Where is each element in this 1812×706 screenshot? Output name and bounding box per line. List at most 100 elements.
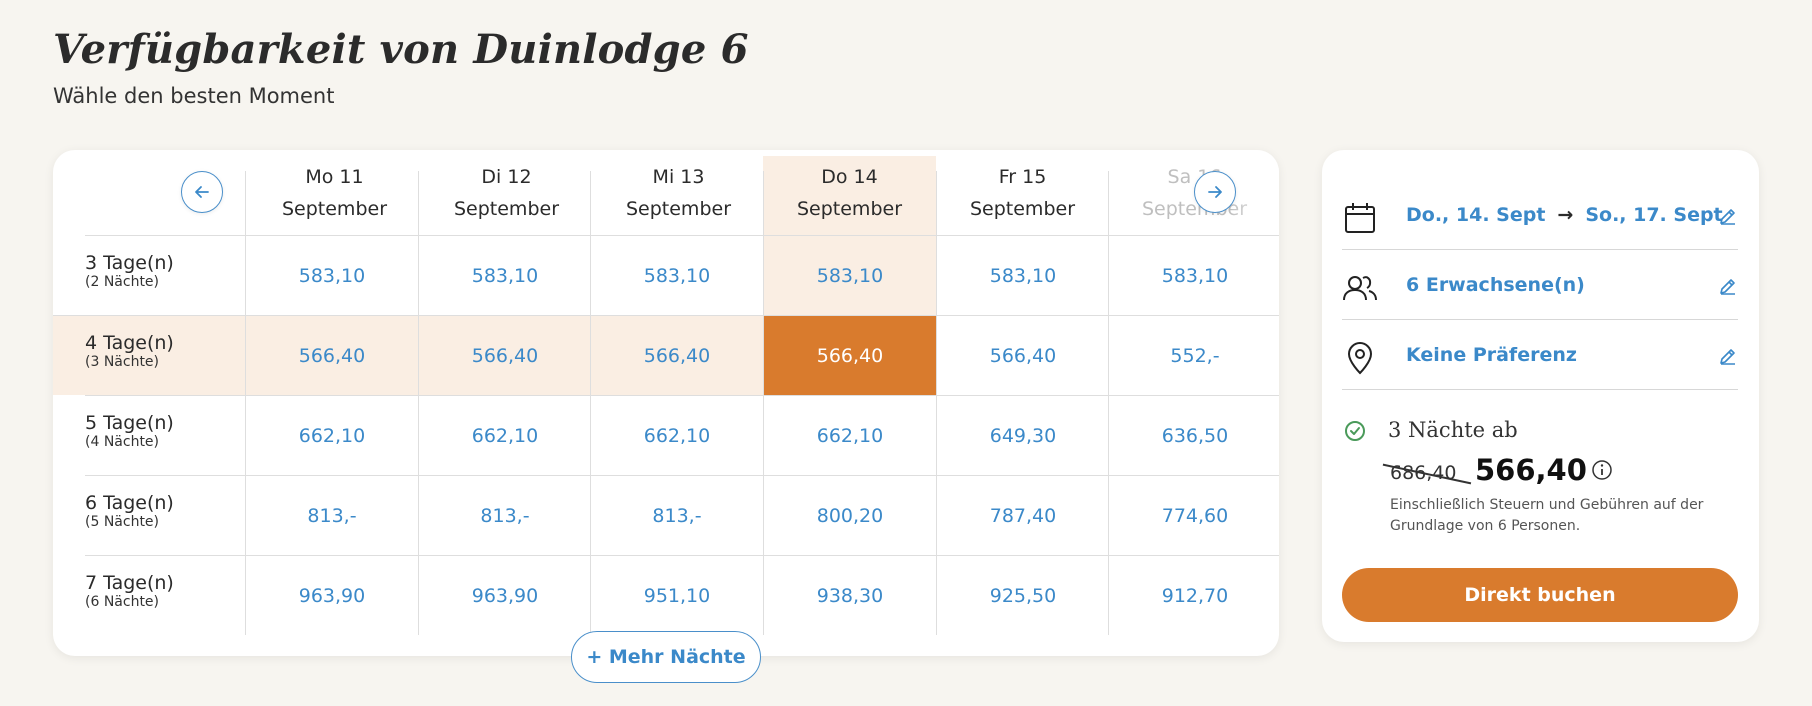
column-divider bbox=[418, 171, 419, 235]
price-cell[interactable]: 649,30 bbox=[936, 396, 1109, 475]
row-days: 6 Tage(n) bbox=[85, 492, 174, 514]
row-days: 7 Tage(n) bbox=[85, 572, 174, 594]
price-cell-selected[interactable]: 566,40 bbox=[763, 316, 936, 395]
price-cell[interactable]: 583,10 bbox=[590, 236, 763, 315]
arrow-right-icon bbox=[1208, 186, 1222, 198]
price-cell[interactable]: 813,- bbox=[245, 476, 418, 555]
column-header-do-14: Do 14 September bbox=[763, 161, 936, 231]
row-nights: (6 Nächte) bbox=[85, 594, 160, 610]
price-cell[interactable]: 662,10 bbox=[590, 396, 763, 475]
column-divider bbox=[763, 171, 764, 235]
current-price: 566,40 bbox=[1475, 453, 1587, 487]
row-nights: (5 Nächte) bbox=[85, 514, 160, 530]
table-row-selected: 4 Tage(n) (3 Nächte) 566,40 566,40 566,4… bbox=[53, 315, 1279, 395]
next-dates-button[interactable] bbox=[1194, 171, 1236, 213]
price-cell[interactable]: 963,90 bbox=[418, 556, 591, 635]
column-day: Di 12 bbox=[481, 166, 532, 188]
column-month: September bbox=[453, 198, 560, 220]
book-now-button[interactable]: Direkt buchen bbox=[1342, 568, 1738, 622]
price-cell[interactable]: 583,10 bbox=[763, 236, 936, 315]
column-month: September bbox=[969, 198, 1076, 220]
scroll-fade bbox=[1229, 150, 1279, 230]
column-day: Mi 13 bbox=[652, 166, 705, 188]
price-cell[interactable]: 912,70 bbox=[1108, 556, 1279, 635]
edit-icon[interactable] bbox=[1718, 206, 1738, 226]
price-cell[interactable]: 813,- bbox=[590, 476, 763, 555]
date-from: Do., 14. Sept bbox=[1406, 204, 1546, 226]
arrow-left-icon bbox=[195, 186, 209, 198]
price-cell[interactable]: 951,10 bbox=[590, 556, 763, 635]
location-value[interactable]: Keine Präferenz bbox=[1406, 344, 1577, 366]
column-header-fr-15: Fr 15 September bbox=[936, 161, 1109, 231]
price-cell[interactable]: 662,10 bbox=[763, 396, 936, 475]
column-header-mo-11: Mo 11 September bbox=[248, 161, 421, 231]
price-cell[interactable]: 938,30 bbox=[763, 556, 936, 635]
price-cell[interactable]: 662,10 bbox=[418, 396, 591, 475]
price-cell[interactable]: 583,10 bbox=[245, 236, 418, 315]
price-cell[interactable]: 636,50 bbox=[1108, 396, 1279, 475]
old-price: 686,40 bbox=[1390, 462, 1457, 484]
row-nights: (4 Nächte) bbox=[85, 434, 160, 450]
price-cell[interactable]: 552,- bbox=[1108, 316, 1279, 395]
price-cell[interactable]: 800,20 bbox=[763, 476, 936, 555]
column-month: September bbox=[625, 198, 732, 220]
column-day: Do 14 bbox=[821, 166, 878, 188]
column-day: Fr 15 bbox=[998, 166, 1047, 188]
price-cell[interactable]: 583,10 bbox=[936, 236, 1109, 315]
column-month: September bbox=[281, 198, 388, 220]
price-grid: Mo 11 September Di 12 September Mi 13 Se… bbox=[53, 150, 1279, 635]
price-cell[interactable]: 925,50 bbox=[936, 556, 1109, 635]
date-range[interactable]: Do., 14. Sept → So., 17. Sept bbox=[1406, 180, 1723, 250]
price-cell[interactable]: 963,90 bbox=[245, 556, 418, 635]
column-divider bbox=[590, 171, 591, 235]
guests-row: 6 Erwachsene(n) bbox=[1342, 250, 1738, 320]
price-cell[interactable]: 583,10 bbox=[1108, 236, 1279, 315]
page-subtitle: Wähle den besten Moment bbox=[53, 84, 335, 108]
column-divider bbox=[936, 171, 937, 235]
price-cell[interactable]: 583,10 bbox=[418, 236, 591, 315]
users-icon bbox=[1343, 276, 1377, 301]
location-row: Keine Präferenz bbox=[1342, 320, 1738, 390]
row-nights: (3 Nächte) bbox=[85, 354, 160, 370]
nights-label: 3 Nächte ab bbox=[1388, 418, 1518, 442]
row-nights: (2 Nächte) bbox=[85, 274, 160, 290]
column-header-mi-13: Mi 13 September bbox=[592, 161, 765, 231]
more-nights-button[interactable]: + Mehr Nächte bbox=[571, 631, 761, 683]
check-circle-icon bbox=[1345, 421, 1365, 441]
availability-calendar: Mo 11 September Di 12 September Mi 13 Se… bbox=[53, 150, 1279, 656]
edit-icon[interactable] bbox=[1718, 346, 1738, 366]
date-range-row: Do., 14. Sept → So., 17. Sept bbox=[1342, 180, 1738, 250]
row-days: 3 Tage(n) bbox=[85, 252, 174, 274]
guests-value[interactable]: 6 Erwachsene(n) bbox=[1406, 274, 1585, 296]
edit-icon[interactable] bbox=[1718, 276, 1738, 296]
price-cell[interactable]: 787,40 bbox=[936, 476, 1109, 555]
arrow-right-icon: → bbox=[1557, 204, 1574, 226]
page-title: Verfügbarkeit von Duinlodge 6 bbox=[53, 26, 749, 73]
price-cell[interactable]: 813,- bbox=[418, 476, 591, 555]
price-cell[interactable]: 566,40 bbox=[245, 316, 418, 395]
column-month: September bbox=[796, 198, 903, 220]
row-label: 3 Tage(n) (2 Nächte) bbox=[85, 252, 174, 290]
prev-dates-button[interactable] bbox=[181, 171, 223, 213]
booking-summary: Do., 14. Sept → So., 17. Sept 6 Erwachse… bbox=[1322, 150, 1759, 642]
column-divider bbox=[245, 171, 246, 235]
table-row: 7 Tage(n) (6 Nächte) 963,90 963,90 951,1… bbox=[85, 555, 1279, 635]
table-row: 5 Tage(n) (4 Nächte) 662,10 662,10 662,1… bbox=[85, 395, 1279, 475]
selected-column-highlight bbox=[763, 156, 936, 235]
price-cell[interactable]: 566,40 bbox=[936, 316, 1109, 395]
table-row: 6 Tage(n) (5 Nächte) 813,- 813,- 813,- 8… bbox=[85, 475, 1279, 555]
row-label: 6 Tage(n) (5 Nächte) bbox=[85, 492, 174, 530]
price-cell[interactable]: 662,10 bbox=[245, 396, 418, 475]
row-days: 4 Tage(n) bbox=[85, 332, 174, 354]
row-label: 7 Tage(n) (6 Nächte) bbox=[85, 572, 174, 610]
column-header-di-12: Di 12 September bbox=[420, 161, 593, 231]
date-to: So., 17. Sept bbox=[1585, 204, 1723, 226]
table-row: 3 Tage(n) (2 Nächte) 583,10 583,10 583,1… bbox=[85, 235, 1279, 315]
price-cell[interactable]: 566,40 bbox=[418, 316, 591, 395]
column-divider bbox=[1108, 171, 1109, 235]
price-cell[interactable]: 774,60 bbox=[1108, 476, 1279, 555]
calendar-icon bbox=[1345, 203, 1375, 233]
info-icon[interactable] bbox=[1591, 459, 1613, 481]
price-cell[interactable]: 566,40 bbox=[590, 316, 763, 395]
row-label: 4 Tage(n) (3 Nächte) bbox=[85, 332, 174, 370]
